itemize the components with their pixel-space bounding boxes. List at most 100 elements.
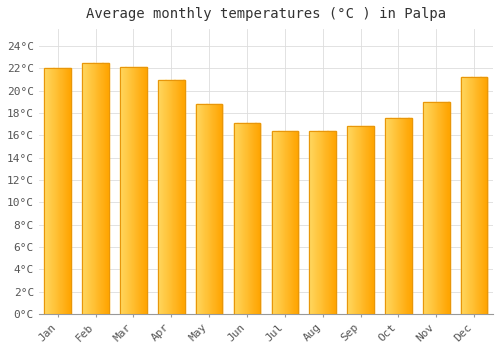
Bar xyxy=(123,67,124,314)
Bar xyxy=(158,80,159,314)
Bar xyxy=(486,77,487,314)
Bar xyxy=(445,102,446,314)
Bar xyxy=(464,77,465,314)
Bar xyxy=(402,118,403,314)
Bar xyxy=(398,118,399,314)
Bar xyxy=(358,126,359,314)
Bar xyxy=(202,104,203,314)
Bar xyxy=(461,77,462,314)
Bar xyxy=(93,63,94,314)
Bar xyxy=(182,80,183,314)
Bar xyxy=(208,104,209,314)
Bar xyxy=(199,104,200,314)
Bar xyxy=(135,67,136,314)
Bar xyxy=(483,77,484,314)
Bar xyxy=(256,123,257,314)
Bar xyxy=(403,118,404,314)
Bar xyxy=(296,131,297,314)
Bar xyxy=(436,102,437,314)
Bar xyxy=(209,104,210,314)
Bar xyxy=(138,67,140,314)
Bar xyxy=(48,68,49,314)
Bar xyxy=(468,77,469,314)
Bar xyxy=(474,77,475,314)
Bar xyxy=(353,126,354,314)
Bar xyxy=(394,118,396,314)
Bar xyxy=(423,102,450,314)
Bar xyxy=(57,68,58,314)
Bar xyxy=(207,104,208,314)
Bar xyxy=(87,63,88,314)
Bar xyxy=(106,63,107,314)
Bar xyxy=(86,63,87,314)
Bar xyxy=(213,104,214,314)
Bar xyxy=(315,131,316,314)
Bar xyxy=(331,131,332,314)
Bar xyxy=(169,80,170,314)
Bar xyxy=(275,131,276,314)
Bar xyxy=(60,68,61,314)
Bar xyxy=(471,77,472,314)
Bar xyxy=(66,68,67,314)
Bar xyxy=(386,118,387,314)
Bar xyxy=(251,123,252,314)
Bar xyxy=(333,131,334,314)
Bar xyxy=(89,63,90,314)
Bar xyxy=(400,118,401,314)
Bar xyxy=(320,131,321,314)
Bar xyxy=(244,123,245,314)
Bar xyxy=(439,102,440,314)
Bar xyxy=(295,131,296,314)
Bar xyxy=(120,67,121,314)
Bar xyxy=(461,77,487,314)
Bar xyxy=(257,123,258,314)
Bar xyxy=(167,80,168,314)
Bar xyxy=(349,126,350,314)
Bar xyxy=(247,123,248,314)
Bar xyxy=(438,102,439,314)
Bar xyxy=(465,77,466,314)
Bar xyxy=(217,104,218,314)
Bar xyxy=(352,126,353,314)
Bar xyxy=(448,102,449,314)
Bar xyxy=(90,63,91,314)
Bar xyxy=(405,118,406,314)
Bar xyxy=(278,131,279,314)
Bar xyxy=(327,131,328,314)
Bar xyxy=(234,123,235,314)
Bar xyxy=(348,126,374,314)
Bar xyxy=(134,67,135,314)
Bar xyxy=(385,118,411,314)
Bar xyxy=(50,68,51,314)
Bar xyxy=(171,80,172,314)
Bar xyxy=(472,77,473,314)
Bar xyxy=(141,67,142,314)
Bar xyxy=(393,118,394,314)
Bar xyxy=(396,118,397,314)
Bar xyxy=(433,102,434,314)
Bar xyxy=(410,118,411,314)
Bar xyxy=(106,63,108,314)
Bar xyxy=(97,63,98,314)
Bar xyxy=(70,68,71,314)
Bar xyxy=(287,131,288,314)
Bar xyxy=(65,68,66,314)
Bar xyxy=(68,68,69,314)
Bar xyxy=(143,67,144,314)
Bar xyxy=(473,77,474,314)
Bar xyxy=(430,102,431,314)
Bar xyxy=(101,63,102,314)
Bar xyxy=(108,63,109,314)
Bar xyxy=(128,67,129,314)
Bar xyxy=(177,80,178,314)
Bar xyxy=(255,123,256,314)
Bar xyxy=(94,63,95,314)
Bar xyxy=(431,102,432,314)
Bar xyxy=(183,80,184,314)
Bar xyxy=(214,104,215,314)
Bar xyxy=(276,131,277,314)
Bar xyxy=(328,131,329,314)
Bar xyxy=(84,63,85,314)
Bar xyxy=(44,68,45,314)
Bar xyxy=(390,118,391,314)
